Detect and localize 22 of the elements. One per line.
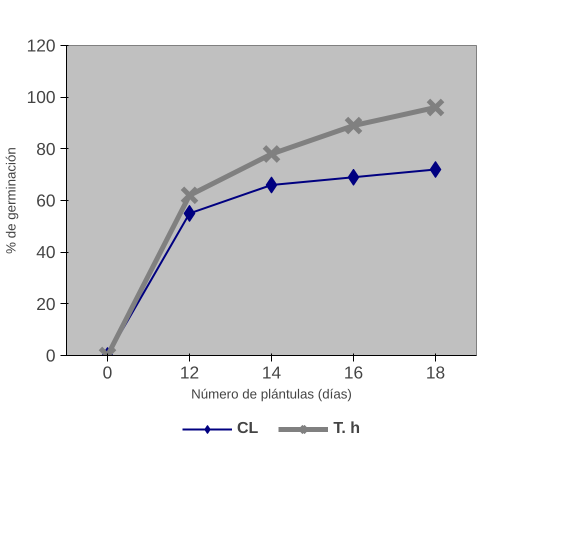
point [344,116,364,136]
x-tick-label: 18 [426,362,446,382]
y-tick-label: 0 [46,346,56,366]
point [266,176,278,194]
point [430,161,442,178]
x-axis-title: Número de plántulas (días) [191,386,352,402]
y-tick-label: 120 [26,36,56,56]
y-tick-label: 100 [26,87,56,108]
y-tick-label: 40 [36,242,56,262]
x-tick-label: 12 [180,362,200,382]
y-tick-label: 80 [36,138,56,159]
legend-label: CL [237,420,258,438]
y-tick-label: 60 [36,190,56,210]
legend-label: T. h [333,420,360,438]
point [426,98,446,118]
x-tick-label: 14 [262,362,282,382]
y-tick-label: 20 [36,294,56,314]
x-tick-label: 0 [102,362,112,382]
y-axis-title: % de germinación [4,147,19,254]
point [262,144,282,164]
point [180,186,200,205]
x-tick-label: 16 [344,362,364,382]
